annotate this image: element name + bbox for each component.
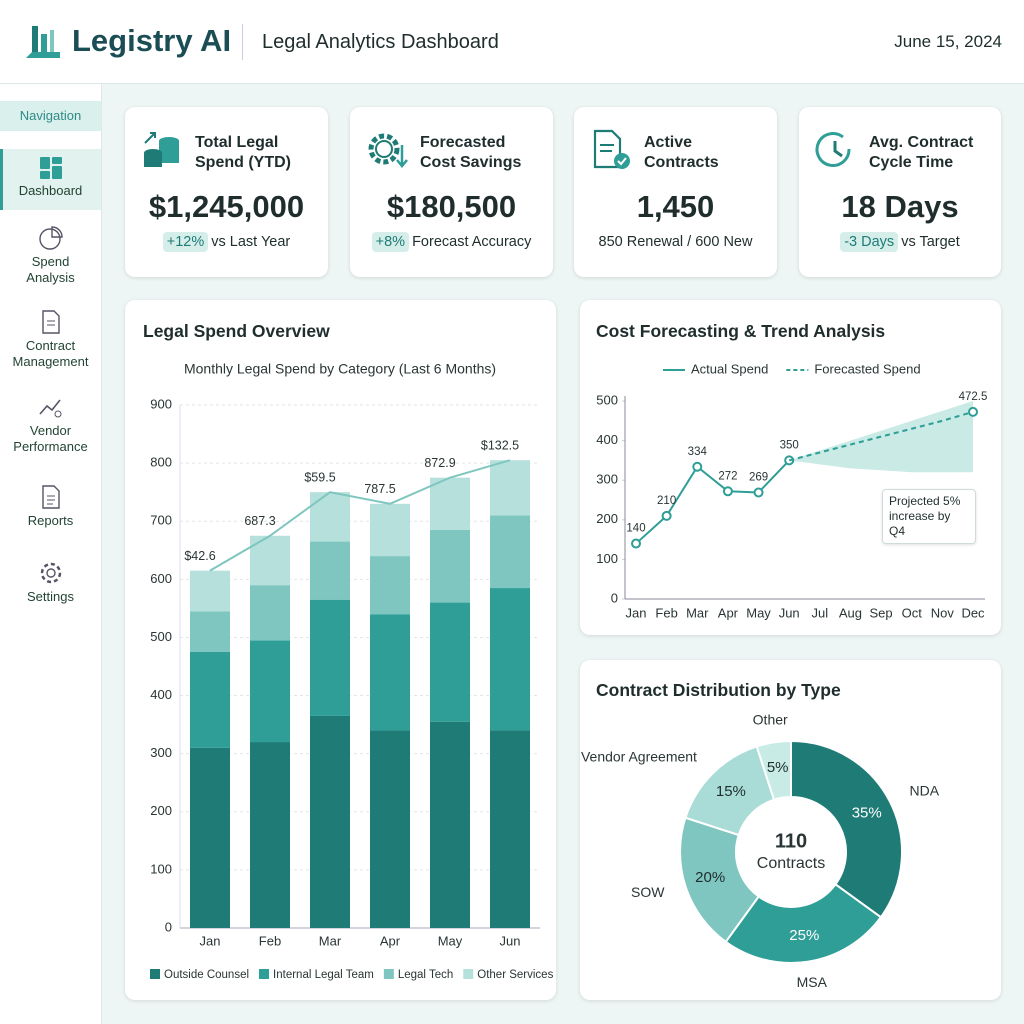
nav-item[interactable]: Settings <box>0 560 101 605</box>
kpi-title: Total Legal Spend (YTD) <box>195 134 291 171</box>
kpi-note: 850 Renewal / 600 New <box>598 234 753 250</box>
kpi-note: vs Last Year <box>211 234 291 250</box>
nav-text[interactable]: Dashboard <box>18 183 83 198</box>
nav-icon <box>41 485 60 509</box>
kpi-card: Active Contracts 1,450 850 Renewal / 600… <box>574 107 777 277</box>
kpi-badge: -3 Days <box>840 232 899 252</box>
kpi-note: Forecast Accuracy <box>412 234 532 250</box>
nav-icon <box>39 157 62 179</box>
kpi-icon <box>368 133 408 168</box>
date: June 15, 2024 <box>894 32 1002 51</box>
nav-item[interactable]: Vendor Performance <box>0 394 101 455</box>
kpi-icon <box>815 132 851 167</box>
card-title: Contract Distribution by Type <box>596 680 841 700</box>
kpi-title: Forecasted Cost Savings <box>420 134 522 171</box>
kpi-card: Forecasted Cost Savings $180,500 +8% Fore… <box>350 107 553 277</box>
nav-icon <box>38 399 61 418</box>
kpi-footer: +12% vs Last Year <box>125 232 328 252</box>
nav-item[interactable]: Dashboard <box>0 156 101 199</box>
nav-icon <box>41 310 60 334</box>
kpi-badge: +12% <box>162 232 209 252</box>
kpi-card: Total Legal Spend (YTD) $1,245,000 +12% v… <box>125 107 328 277</box>
logo-icon <box>26 26 60 58</box>
brand: Legistry AI <box>72 23 232 58</box>
forecast-annotation: Projected 5% increase by Q4 <box>882 489 976 544</box>
dashboard-title: Legal Analytics Dashboard <box>262 31 499 53</box>
nav-item[interactable]: Reports <box>0 484 101 529</box>
nav-text[interactable]: Reports <box>27 513 74 528</box>
nav-icon <box>40 562 61 584</box>
nav-item[interactable]: Contract Management <box>0 309 101 370</box>
nav-text[interactable]: Settings <box>27 589 74 604</box>
kpi-footer: -3 Days vs Target <box>799 232 1001 252</box>
nav-text[interactable]: Vendor Performance <box>13 423 88 454</box>
kpi-icon <box>593 129 630 169</box>
sidebar: Navigation Dashboard Spend Analysis Cont… <box>0 84 102 1024</box>
chart-card: Legal Spend Overview <box>125 300 556 1000</box>
nav-item[interactable]: Spend Analysis <box>0 225 101 286</box>
kpi-value: 18 Days <box>841 189 959 224</box>
kpi-footer: 850 Renewal / 600 New <box>574 234 777 250</box>
kpi-card: Avg. Contract Cycle Time 18 Days -3 Days… <box>799 107 1001 277</box>
active-highlight <box>0 149 101 210</box>
nav-text[interactable]: Spend Analysis <box>26 254 75 285</box>
kpi-title: Active Contracts <box>644 134 719 171</box>
chart-card: Contract Distribution by Type <box>580 660 1001 1000</box>
kpi-value: 1,450 <box>636 189 715 224</box>
kpi-badge: +8% <box>371 232 410 252</box>
kpi-icon <box>144 132 179 167</box>
card-title: Cost Forecasting & Trend Analysis <box>596 321 886 341</box>
kpi-value: $1,245,000 <box>148 189 305 224</box>
kpi-note: vs Target <box>901 234 960 250</box>
chart-card: Cost Forecasting & Trend Analysis Projec… <box>580 300 1001 635</box>
kpi-title: Avg. Contract Cycle Time <box>869 134 974 171</box>
nav-text[interactable]: Contract Management <box>12 338 89 369</box>
kpi-value: $180,500 <box>386 189 517 224</box>
nav-label: Navigation <box>0 101 101 131</box>
divider <box>242 24 243 60</box>
kpi-footer: +8% Forecast Accuracy <box>350 232 553 252</box>
header: Legistry AI Legal Analytics Dashboard Ju… <box>0 0 1024 84</box>
card-title: Legal Spend Overview <box>143 321 330 341</box>
nav-icon <box>38 226 63 250</box>
